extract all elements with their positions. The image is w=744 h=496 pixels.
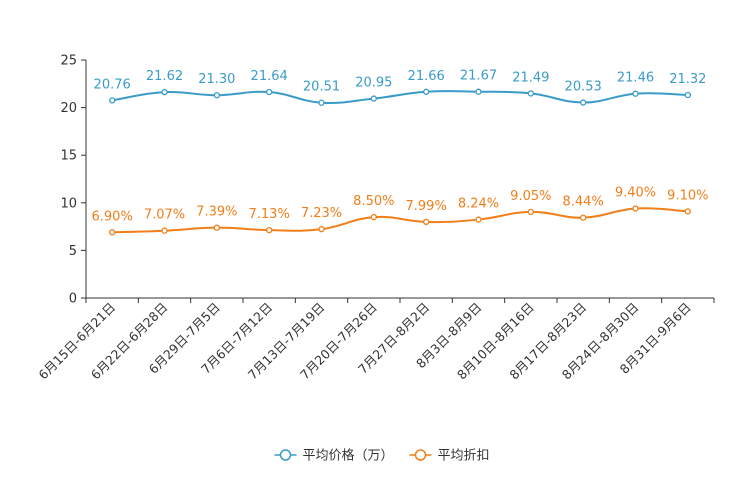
series-1-data-label: 8.24%: [458, 197, 499, 212]
series-1-point[interactable]: [213, 224, 220, 231]
series-1-point[interactable]: [527, 208, 534, 215]
series-0-point[interactable]: [632, 90, 639, 97]
data-labels-layer: 20.76 21.62 21.30 21.64 20.51 20.95 21.66 21.67…: [92, 69, 709, 225]
series-1-data-label: 9.40%: [615, 186, 656, 201]
series-0-point[interactable]: [318, 99, 325, 106]
series-1-data-label: 9.05%: [510, 189, 551, 204]
series-1-data-label: 7.99%: [406, 199, 447, 214]
series-1-point[interactable]: [475, 216, 482, 223]
series-0-data-label: 21.66: [408, 69, 445, 84]
legend: 平均价格（万） 平均折扣: [274, 448, 490, 464]
y-tick-label: 5: [69, 244, 77, 259]
series-1-point[interactable]: [684, 208, 691, 215]
series-1-point[interactable]: [161, 227, 168, 234]
series-0-data-label: 20.76: [94, 77, 131, 92]
series-0-data-label: 21.46: [617, 71, 654, 86]
y-tick-label: 0: [69, 292, 77, 307]
series-1-data-label: 8.50%: [353, 194, 394, 209]
series-0-data-label: 20.51: [303, 80, 340, 95]
series-0-point[interactable]: [423, 88, 430, 95]
series-1-point[interactable]: [109, 229, 116, 236]
series-0-point[interactable]: [266, 88, 273, 96]
legend-label: 平均折扣: [438, 449, 490, 464]
series-0-point[interactable]: [580, 99, 587, 106]
series-1-point[interactable]: [318, 226, 325, 233]
series-0-data-label: 21.49: [512, 70, 549, 85]
series-0-point[interactable]: [684, 91, 691, 99]
series-0-point[interactable]: [109, 97, 116, 104]
series-1-data-label: 7.13%: [249, 207, 290, 222]
series-0-data-label: 20.53: [565, 80, 602, 95]
y-tick-label: 25: [60, 54, 77, 69]
y-tick-label: 15: [60, 149, 77, 164]
legend-label: 平均价格（万）: [303, 448, 394, 464]
series-0-data-label: 21.32: [669, 72, 706, 87]
series-1-data-label: 7.23%: [301, 206, 342, 221]
legend-circle-icon: [414, 449, 427, 461]
legend-circle-icon: [279, 449, 292, 461]
series-layer: [109, 88, 691, 236]
series-0-point[interactable]: [475, 88, 482, 95]
legend-item-0[interactable]: 平均价格（万）: [274, 448, 394, 464]
series-1-data-label: 6.90%: [92, 209, 133, 224]
y-tick-label: 20: [60, 101, 77, 116]
series-1-point[interactable]: [370, 213, 377, 221]
series-line-1: [112, 207, 688, 234]
series-0-data-label: 20.95: [355, 76, 392, 91]
series-0-point[interactable]: [213, 92, 220, 99]
series-1-point[interactable]: [580, 214, 587, 221]
series-0-data-label: 21.30: [198, 72, 235, 87]
series-0-data-label: 21.67: [460, 69, 497, 84]
series-1-point[interactable]: [423, 218, 430, 226]
legend-item-1[interactable]: 平均折扣: [409, 449, 490, 464]
series-1-point[interactable]: [632, 205, 639, 212]
series-1-data-label: 8.44%: [563, 195, 604, 210]
series-1-data-label: 7.07%: [144, 208, 185, 223]
series-0-data-label: 21.62: [146, 69, 183, 84]
series-0-point[interactable]: [161, 89, 168, 96]
series-1-data-label: 9.10%: [667, 188, 708, 203]
series-line-0: [112, 90, 688, 105]
series-1-point[interactable]: [266, 226, 273, 234]
y-tick-label: 10: [60, 196, 77, 211]
x-axis: 6月15日-6月21日6月22日-6月28日6月29日-7月5日7月6日-7月1…: [35, 297, 715, 382]
series-0-data-label: 21.64: [251, 69, 288, 84]
series-0-point[interactable]: [527, 90, 534, 97]
y-axis: 0 5 10 15 20 25: [60, 54, 87, 307]
series-0-point[interactable]: [370, 95, 377, 102]
series-1-data-label: 7.39%: [196, 205, 237, 220]
